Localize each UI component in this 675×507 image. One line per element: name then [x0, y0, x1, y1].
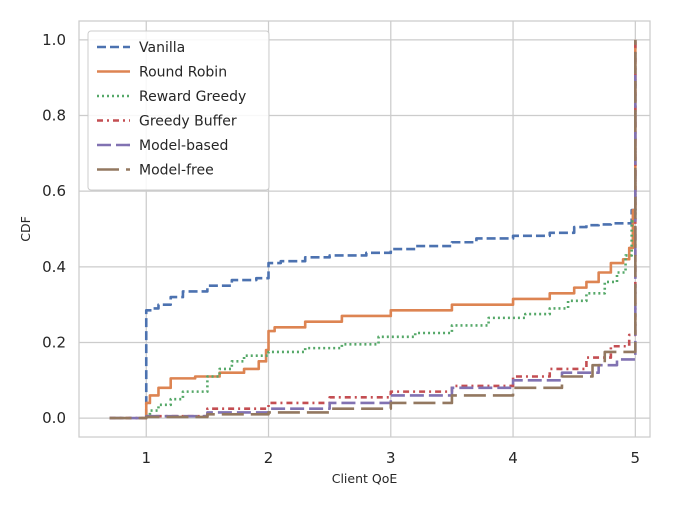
series-line-greedy-buffer [109, 39, 637, 420]
series-line-vanilla [144, 39, 637, 419]
plot-frame [78, 20, 651, 438]
y-tick-label: 0.8 [42, 107, 66, 125]
y-tick-label: 0.2 [42, 333, 66, 351]
legend-label: Reward Greedy [139, 89, 246, 105]
legend-label: Model-free [139, 163, 214, 179]
y-axis-label: CDF [18, 216, 33, 242]
x-tick-label: 1 [141, 449, 151, 467]
legend-box [87, 30, 270, 191]
x-tick-label: 3 [386, 449, 396, 467]
legend: Vanilla Round Robin Reward Greedy Greedy Bu… [87, 30, 270, 191]
tick-labels: 1 2 3 4 5 0.0 0.2 0.4 0.6 0.8 1.0 [42, 31, 640, 467]
series-line-model-based [109, 70, 637, 420]
series-lines [109, 39, 637, 420]
x-tick-label: 2 [264, 449, 274, 467]
legend-label: Greedy Buffer [139, 114, 237, 130]
legend-label: Round Robin [139, 65, 227, 81]
x-tick-label: 5 [631, 449, 641, 467]
y-tick-label: 0.0 [42, 409, 66, 427]
y-tick-label: 0.4 [42, 258, 66, 276]
x-tick-label: 4 [508, 449, 518, 467]
series-line-model-free [109, 39, 637, 420]
y-tick-label: 1.0 [42, 31, 66, 49]
series-line-round-robin [144, 39, 637, 417]
legend-label: Model-based [139, 138, 228, 154]
x-axis-label: Client QoE [332, 471, 398, 486]
series-line-reward-greedy [146, 191, 637, 418]
y-tick-label: 0.6 [42, 182, 66, 200]
legend-label: Vanilla [139, 40, 185, 56]
